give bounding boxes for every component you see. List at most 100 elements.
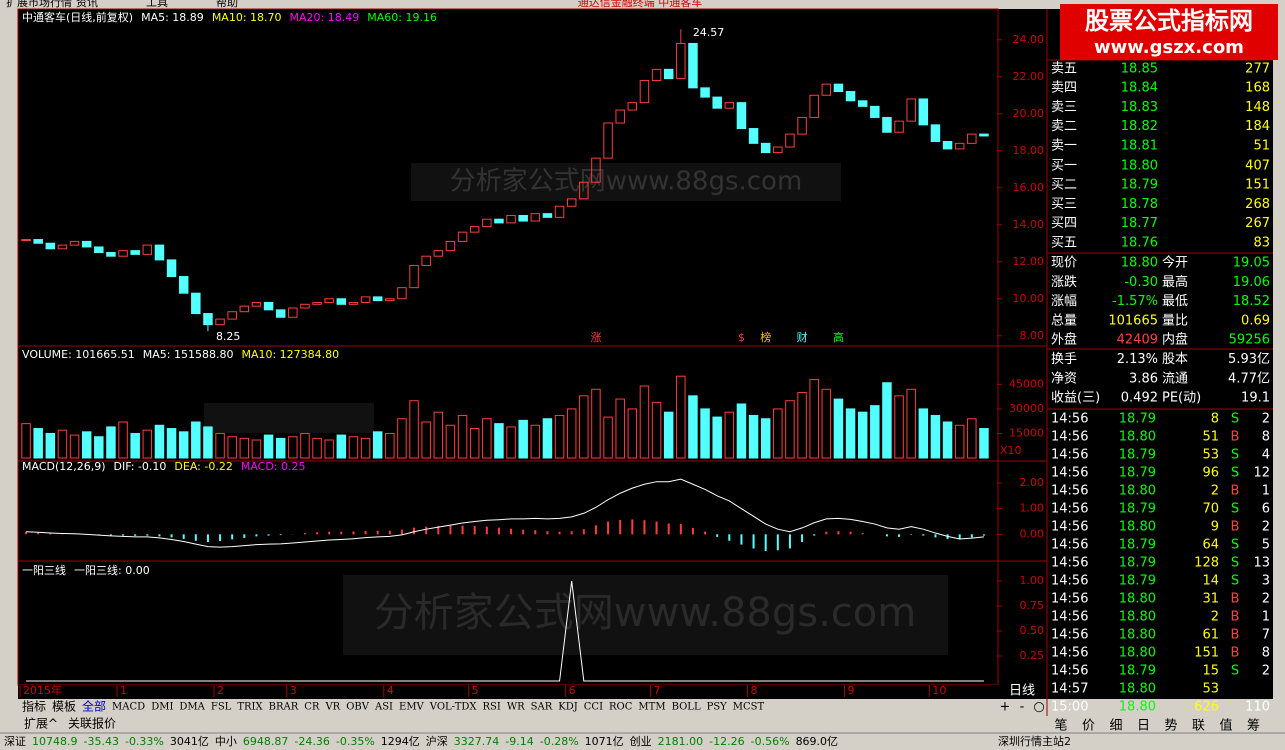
right-tab[interactable]: 值 — [1219, 718, 1232, 734]
indicator-tab[interactable]: 模板 — [52, 700, 76, 714]
indicator-tab[interactable]: WR — [507, 702, 525, 713]
indicator-tab[interactable]: VR — [324, 702, 340, 713]
candle — [506, 215, 516, 224]
bottom-link[interactable]: 扩展^ — [24, 717, 58, 731]
status-item: -35.43 — [84, 735, 119, 748]
watermark-bg — [204, 403, 374, 433]
low-label: 8.25 — [216, 330, 241, 343]
indicator-tab[interactable]: MCST — [733, 702, 765, 713]
indicator-tab[interactable]: TRIX — [237, 702, 263, 713]
server-name: 深圳行情主站2 — [998, 734, 1071, 748]
menu-item[interactable]: 帮助 — [216, 0, 238, 9]
indicator-tab[interactable]: PSY — [707, 702, 728, 713]
ob-label: 卖一 — [1051, 138, 1077, 153]
indicator-tab[interactable]: ROC — [609, 702, 633, 713]
event-marker[interactable]: 榜 — [760, 330, 771, 344]
tick-cell: S — [1231, 502, 1239, 517]
menu-item[interactable]: 资讯 — [76, 0, 98, 9]
tick-cell: 14:56 — [1051, 430, 1088, 445]
menu-item[interactable]: 工具 — [146, 0, 168, 9]
event-marker[interactable]: 高 — [833, 330, 844, 344]
indicator-tab[interactable]: 全部 — [82, 699, 106, 714]
candle — [530, 213, 541, 222]
ob-price: 18.76 — [1121, 235, 1158, 250]
right-tab[interactable]: 日 — [1137, 719, 1150, 734]
status-item: -0.28% — [540, 735, 579, 748]
pane-header: MA10: 127384.80 — [241, 348, 339, 361]
tick-cell: 14:57 — [1051, 682, 1088, 697]
status-item: 中小 — [215, 735, 237, 748]
volume-bar — [215, 432, 225, 459]
status-item: 沪深 — [426, 734, 448, 748]
indicator-tab[interactable]: ASI — [374, 702, 393, 713]
volume-bar — [760, 418, 771, 459]
stat-cell: PE(动) — [1162, 391, 1201, 406]
volume-bar — [275, 437, 286, 459]
tick-cell: 14:56 — [1051, 520, 1088, 535]
bottom-link[interactable]: 关联报价 — [68, 716, 116, 731]
event-marker[interactable]: $ — [738, 331, 745, 344]
indicator-tab[interactable]: VOL-TDX — [429, 702, 478, 713]
indicator-tab[interactable]: EMV — [399, 702, 425, 713]
candle — [215, 318, 225, 326]
date-label: 1 — [120, 684, 127, 697]
indicator-tab[interactable]: RSI — [483, 702, 501, 713]
tick-cell: 53 — [1202, 448, 1219, 463]
indicator-tab[interactable]: OBV — [346, 702, 370, 713]
right-tab[interactable]: 笔 — [1054, 718, 1067, 734]
y-tick-label: 0.00 — [1020, 527, 1045, 540]
volume-bar — [81, 431, 92, 459]
ob-label: 卖四 — [1051, 81, 1077, 96]
indicator-tab[interactable]: DMA — [179, 702, 205, 713]
status-item: -0.35% — [336, 735, 375, 748]
tick-cell: 14:56 — [1051, 538, 1088, 553]
pane-header: 一阳三线: 0.00 — [74, 563, 150, 577]
indicator-tab[interactable]: DMI — [151, 702, 173, 713]
indicator-tab[interactable]: CR — [304, 702, 320, 713]
candle — [288, 307, 298, 318]
indicator-tab[interactable]: FSL — [211, 702, 232, 713]
volume-bar — [445, 424, 456, 459]
indicator-tab[interactable]: BRAR — [269, 702, 299, 713]
candle — [312, 301, 322, 305]
volume-bar — [870, 405, 880, 459]
volume-bar — [251, 439, 262, 459]
volume-bar — [615, 398, 625, 459]
tick-cell: 64 — [1202, 538, 1219, 553]
right-tab[interactable]: 联 — [1192, 719, 1205, 734]
indicator-tab[interactable]: 指标 — [22, 699, 46, 714]
y-tick-label: 0.75 — [1020, 599, 1045, 612]
volume-bar — [154, 424, 165, 459]
event-marker[interactable]: 财 — [797, 330, 808, 344]
period-button[interactable]: 日线 — [1009, 684, 1035, 699]
right-tab[interactable]: 筹 — [1247, 718, 1260, 734]
event-marker[interactable]: 涨 — [590, 331, 601, 344]
volume-bar — [324, 439, 334, 459]
candle — [397, 287, 407, 300]
indicator-tab[interactable]: MACD — [112, 702, 145, 713]
indicator-tab[interactable]: KDJ — [558, 702, 578, 713]
pane-header: MACD(12,26,9) — [22, 460, 106, 473]
candle — [348, 301, 359, 305]
indicator-tab[interactable]: SAR — [531, 702, 553, 713]
right-tab[interactable]: 细 — [1109, 719, 1122, 734]
right-tab[interactable]: 价 — [1082, 719, 1095, 734]
volume-bar — [518, 419, 528, 459]
indicator-tab[interactable]: CCI — [584, 702, 603, 713]
candle — [845, 91, 856, 102]
period-button[interactable]: ○ — [1033, 700, 1044, 715]
period-button[interactable]: + — [1000, 700, 1011, 715]
tick-cell: 12 — [1253, 466, 1270, 481]
volume-bar — [748, 414, 759, 459]
candle — [785, 133, 795, 148]
indicator-tab[interactable]: MTM — [638, 702, 665, 713]
volume-bar — [45, 432, 56, 459]
period-button[interactable]: - — [1020, 700, 1025, 715]
tick-cell: 151 — [1194, 646, 1219, 661]
tick-cell: B — [1231, 592, 1240, 607]
right-tab[interactable]: 势 — [1164, 718, 1177, 734]
indicator-tab[interactable]: BOLL — [672, 702, 701, 713]
tick-cell: B — [1231, 430, 1240, 445]
menu-item[interactable]: 扩展市场行情 — [6, 0, 72, 9]
volume-bar — [263, 434, 274, 459]
